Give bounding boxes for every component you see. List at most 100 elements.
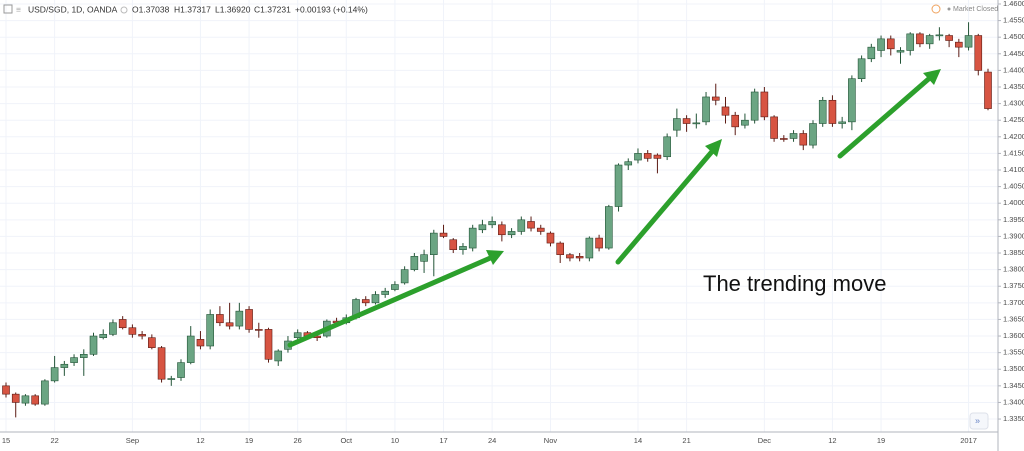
candle-body: [177, 362, 185, 378]
candle-body: [857, 58, 866, 79]
candle-body: [89, 335, 98, 355]
candle-body: [274, 350, 283, 362]
status-dot: [947, 7, 951, 11]
x-tick-label: Nov: [544, 436, 558, 445]
candle-body: [789, 133, 798, 139]
candle-body: [867, 46, 876, 60]
y-tick-label: 1.46000: [1003, 0, 1024, 8]
candle-body: [848, 78, 856, 123]
candle-body: [653, 154, 662, 159]
grid: [0, 0, 998, 432]
candle-body: [449, 239, 458, 251]
candle-body: [245, 309, 253, 330]
y-tick-label: 1.41000: [1003, 165, 1024, 174]
candle-body: [430, 232, 438, 255]
y-tick-label: 1.39000: [1003, 231, 1024, 240]
y-tick-label: 1.45000: [1003, 32, 1024, 41]
candle-body: [546, 232, 555, 244]
y-tick-label: 1.34500: [1003, 381, 1024, 390]
candle-body: [818, 99, 827, 124]
y-tick-label: 1.44000: [1003, 65, 1024, 74]
x-tick-label: 2017: [960, 436, 977, 445]
candle-body: [138, 334, 146, 337]
arrow: [287, 253, 498, 348]
candle-body: [478, 224, 487, 231]
y-tick-label: 1.38500: [1003, 248, 1024, 257]
candle-body: [196, 339, 205, 347]
x-tick-label: 12: [196, 436, 204, 445]
candle-body: [566, 254, 574, 259]
candle-body: [439, 232, 448, 237]
scroll-button[interactable]: »: [969, 412, 989, 430]
legend-change: +0.00193 (+0.14%): [295, 4, 368, 14]
candle-body: [50, 367, 59, 382]
candle-body: [984, 71, 992, 109]
candle-body: [527, 221, 535, 229]
candle-body: [41, 380, 49, 405]
candle-body: [60, 363, 69, 368]
candle-body: [167, 378, 176, 380]
candle-body: [896, 50, 905, 53]
y-tick-label: 1.33500: [1003, 414, 1024, 423]
y-tick-label: 1.43000: [1003, 99, 1024, 108]
candle-body: [157, 347, 166, 380]
y-tick-label: 1.40000: [1003, 198, 1024, 207]
candle-body: [838, 121, 846, 124]
candle-body: [109, 322, 117, 335]
x-tick-label: 19: [245, 436, 253, 445]
candle-body: [11, 393, 20, 403]
annotation: The trending move: [703, 271, 886, 296]
candle-body: [760, 91, 769, 118]
candle-body: [605, 206, 613, 249]
candle-body: [148, 337, 156, 348]
candle-body: [682, 118, 691, 124]
candle-body: [381, 290, 389, 295]
y-tick-label: 1.41500: [1003, 148, 1024, 157]
y-tick-label: 1.42500: [1003, 115, 1024, 124]
candle-body: [216, 314, 224, 324]
candle-body: [595, 237, 603, 249]
candle-body: [31, 395, 39, 405]
candle-body: [235, 310, 244, 327]
candle-body: [634, 153, 642, 161]
scroll-to-end[interactable]: [969, 412, 989, 430]
candle-body: [955, 41, 963, 48]
candle-body: [556, 242, 564, 255]
collapse-icon[interactable]: [3, 4, 13, 14]
y-tick-label: 1.37000: [1003, 298, 1024, 307]
arrows: [287, 69, 941, 348]
x-tick-label: Sep: [126, 436, 139, 445]
legend-open: O1.37038: [132, 4, 170, 14]
candle-body: [400, 269, 409, 284]
candle-body: [507, 231, 516, 236]
y-tick-label: 1.45500: [1003, 16, 1024, 25]
candle-body: [585, 237, 594, 259]
settings-icon[interactable]: [120, 6, 128, 14]
scroll-icon: »: [975, 415, 980, 425]
y-tick-label: 1.38000: [1003, 265, 1024, 274]
candle-body: [741, 119, 749, 126]
candle-body: [70, 357, 78, 363]
candle-body: [886, 38, 895, 50]
candle-body: [420, 254, 428, 262]
header: ≡ USD/SGD, 1D, OANDA O1.37038 H1.37317 L…: [3, 4, 998, 14]
candle-body: [643, 153, 652, 159]
candle-body: [21, 395, 30, 404]
candle-body: [575, 256, 584, 259]
y-tick-label: 1.35500: [1003, 348, 1024, 357]
candle-body: [925, 35, 934, 45]
arrowhead: [486, 250, 504, 265]
candle-body: [264, 329, 273, 360]
x-tick-label: 24: [488, 436, 496, 445]
legend-high: H1.37317: [174, 4, 211, 14]
y-tick-label: 1.40500: [1003, 182, 1024, 191]
market-status: Market Closed: [953, 6, 998, 13]
candle-body: [809, 123, 817, 146]
arrow: [615, 145, 718, 265]
arrowhead: [705, 139, 722, 157]
candle-body: [459, 246, 467, 251]
candle-body: [974, 35, 983, 71]
x-tick-label: 12: [828, 436, 836, 445]
candle-body: [906, 33, 915, 51]
